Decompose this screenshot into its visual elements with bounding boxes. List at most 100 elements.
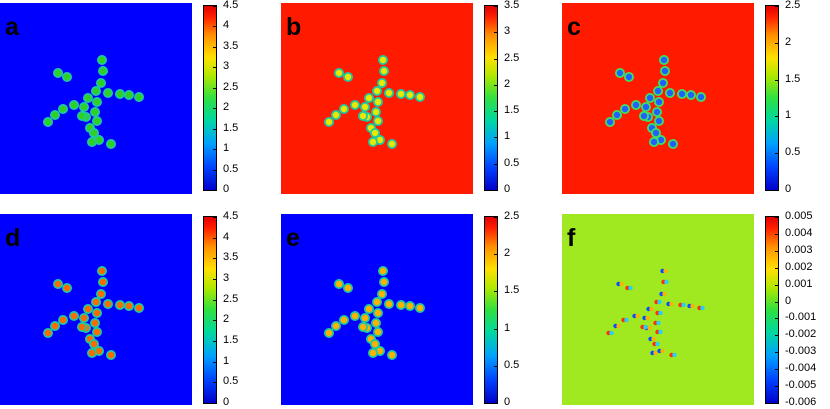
colorbar-tick-label: 3 — [223, 272, 230, 284]
spot — [98, 267, 106, 275]
spot — [351, 312, 359, 320]
colorbar-tick-label: 2.5 — [223, 80, 239, 93]
colorbar-tick-mark — [494, 84, 498, 86]
spot — [372, 319, 380, 327]
spot — [92, 87, 100, 95]
colorbar-tick-label: 0 — [785, 183, 792, 195]
spot — [646, 94, 654, 102]
colorbar-tick-mark — [213, 67, 217, 69]
spot — [660, 56, 668, 64]
colorbar-tick-mark — [775, 116, 779, 118]
spot — [84, 94, 92, 102]
colorbar-tick-label: 0 — [785, 294, 792, 307]
colorbar-tick-label: -0.002 — [785, 328, 817, 341]
colorbar-tick-mark — [775, 267, 779, 269]
colorbar-tick-mark — [213, 403, 217, 404]
colorbar-tick-label: 2.5 — [785, 0, 801, 11]
spot — [97, 290, 105, 298]
spot — [380, 67, 388, 75]
spot — [78, 112, 86, 120]
spot — [371, 129, 379, 137]
spot — [388, 351, 396, 359]
colorbar-tick-mark — [213, 6, 217, 7]
colorbar-tick-mark — [775, 233, 779, 235]
spot — [70, 101, 78, 109]
colorbar-a — [203, 5, 217, 191]
spot — [104, 89, 112, 97]
colorbar-tick-label: 0 — [223, 396, 230, 408]
colorbar-tick-label: -0.006 — [785, 396, 817, 408]
colorbar-d — [203, 216, 217, 404]
panel-label-a: a — [5, 13, 19, 41]
colorbar-tick-mark — [494, 111, 498, 113]
colorbar-tick-mark — [775, 6, 779, 7]
spot — [397, 301, 405, 309]
spot — [51, 111, 59, 119]
colorbar-tick-mark — [494, 137, 498, 139]
colorbar-tick-mark — [213, 46, 217, 48]
spot — [99, 278, 107, 286]
spot — [88, 138, 96, 146]
spot — [632, 101, 640, 109]
colorbar-tick-label: 2 — [504, 77, 511, 90]
spot — [654, 87, 662, 95]
colorbar-b — [484, 5, 498, 191]
colorbar-tick-mark — [213, 299, 217, 301]
colorbar-tick-mark — [775, 318, 779, 320]
spot — [613, 111, 621, 119]
spot — [135, 304, 143, 312]
colorbar-tick-mark — [494, 58, 498, 60]
colorbar-tick-label: 1 — [223, 354, 230, 367]
spot — [640, 112, 648, 120]
colorbar-tick-mark — [775, 284, 779, 286]
spot — [606, 118, 614, 126]
spot — [650, 138, 658, 146]
colorbar-tick-mark — [494, 217, 498, 218]
colorbar-tick-label: 2 — [785, 35, 792, 48]
spot — [388, 140, 396, 148]
colorbar-tick-mark — [494, 365, 498, 367]
colorbar-tick-mark — [213, 190, 217, 191]
colorbar-tick-label: 2 — [223, 101, 230, 114]
colorbar-tick-mark — [213, 217, 217, 218]
heatmap-image-b — [281, 3, 473, 194]
spot — [92, 298, 100, 306]
spot — [78, 323, 86, 331]
spot — [372, 108, 380, 116]
spot — [397, 90, 405, 98]
heatmap-image-a — [0, 3, 192, 194]
spot — [376, 136, 384, 144]
colorbar-tick-label: 0.003 — [785, 243, 813, 256]
spot — [616, 69, 624, 77]
panel-label-c: c — [567, 13, 581, 41]
panel-label-b: b — [286, 13, 302, 41]
spot — [374, 117, 382, 125]
spot — [373, 87, 381, 95]
spot — [335, 280, 343, 288]
spot — [54, 280, 62, 288]
colorbar-tick-mark — [494, 6, 498, 7]
colorbar-tick-mark — [775, 352, 779, 354]
colorbar-tick-mark — [213, 320, 217, 322]
spot — [135, 93, 143, 101]
spot — [374, 328, 382, 336]
colorbar-tick-mark — [775, 301, 779, 303]
spot — [98, 56, 106, 64]
colorbar-tick-mark — [775, 386, 779, 388]
colorbar-tick-mark — [213, 26, 217, 28]
colorbar-tick-label: 0.005 — [785, 210, 813, 222]
spot — [379, 267, 387, 275]
colorbar-tick-mark — [775, 403, 779, 404]
spot — [666, 89, 674, 97]
colorbar-tick-mark — [494, 32, 498, 34]
spot — [655, 117, 663, 125]
spot — [99, 67, 107, 75]
spot — [93, 98, 101, 106]
colorbar-f — [765, 216, 779, 404]
spot — [657, 136, 665, 144]
spot — [374, 309, 382, 317]
spot — [359, 323, 367, 331]
spot — [621, 105, 629, 113]
colorbar-tick-mark — [213, 237, 217, 239]
colorbar-tick-label: 0.5 — [785, 146, 801, 159]
